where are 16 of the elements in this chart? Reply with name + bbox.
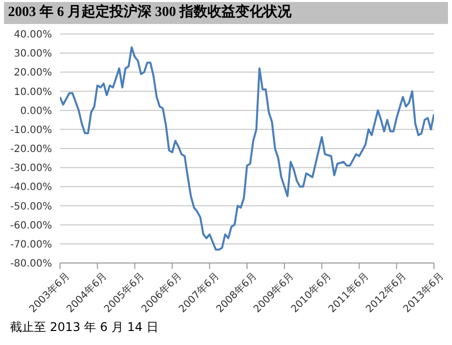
y-tick-label: -70.00% <box>10 239 52 250</box>
y-tick-label: -20.00% <box>10 144 52 156</box>
line-series <box>60 46 434 251</box>
y-tick-label: -50.00% <box>10 201 52 212</box>
text: 截止至 2013 年 6 月 14 日 <box>10 319 160 336</box>
y-tick-label: 40.00% <box>14 30 52 41</box>
y-tick-label: -30.00% <box>10 163 52 174</box>
y-tick-label: 0.00% <box>20 106 52 117</box>
y-tick-label: 10.00% <box>14 86 52 98</box>
y-tick-label: -10.00% <box>10 124 52 136</box>
y-tick-label: -40.00% <box>10 182 52 194</box>
chart-title: 2003 年 6 月起定投沪深 300 指数收益变化状况 <box>4 2 448 24</box>
y-tick-label: -60.00% <box>10 220 52 232</box>
y-tick-label: -80.00% <box>10 258 52 270</box>
y-tick-label: 30.00% <box>14 48 52 60</box>
y-tick-label: 20.00% <box>14 68 52 79</box>
